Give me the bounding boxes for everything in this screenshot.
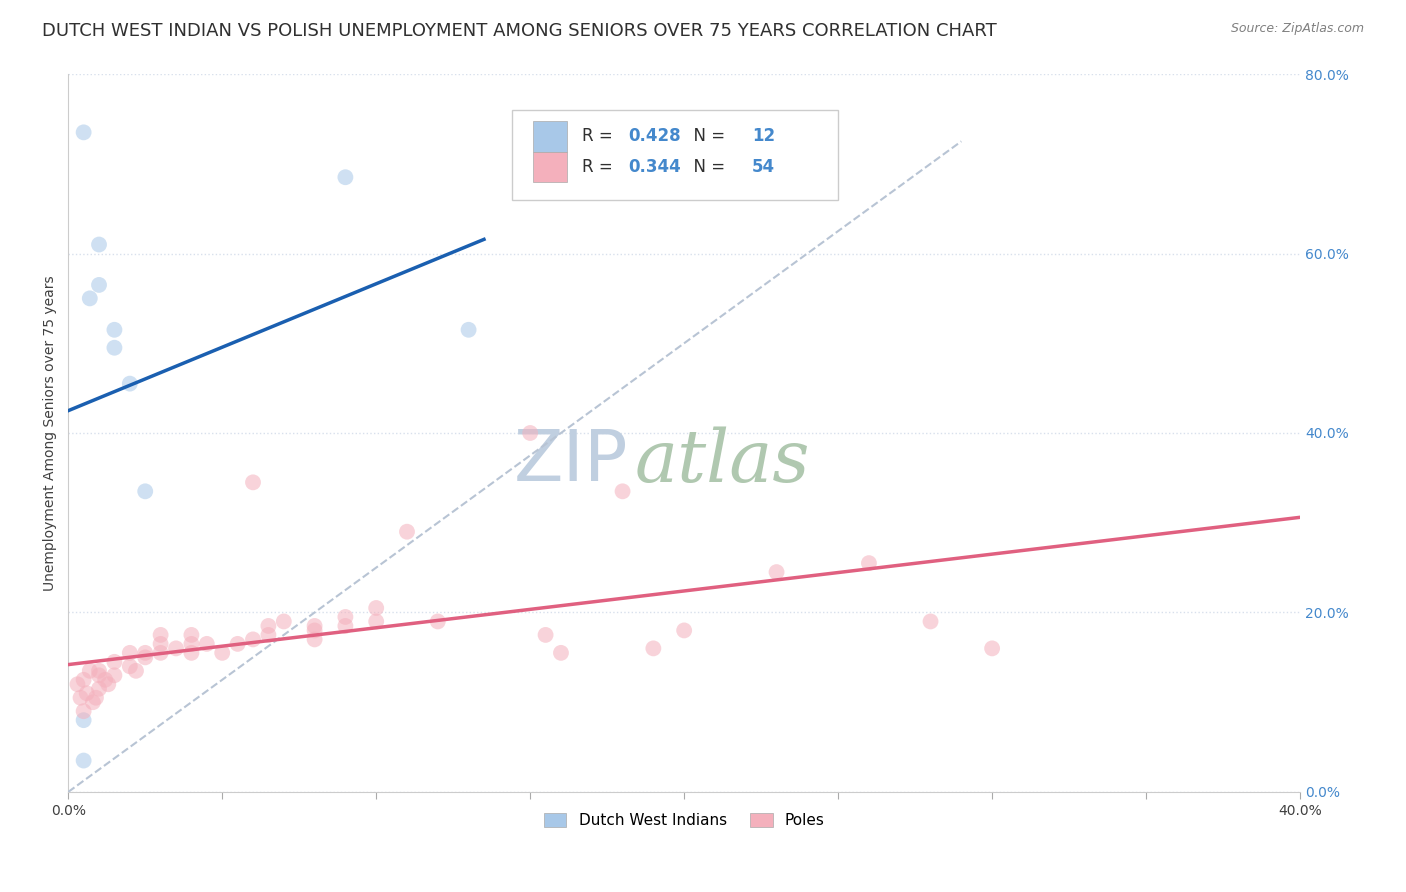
Point <box>97 677 120 691</box>
Point <box>195 637 218 651</box>
Point <box>134 646 156 660</box>
Point <box>366 615 388 629</box>
Point <box>87 277 110 292</box>
Point <box>550 646 572 660</box>
Text: DUTCH WEST INDIAN VS POLISH UNEMPLOYMENT AMONG SENIORS OVER 75 YEARS CORRELATION: DUTCH WEST INDIAN VS POLISH UNEMPLOYMENT… <box>42 22 997 40</box>
Point <box>335 170 357 185</box>
Text: R =: R = <box>582 159 617 177</box>
Point <box>335 610 357 624</box>
Text: N =: N = <box>683 159 730 177</box>
Point <box>981 641 1004 656</box>
Point <box>149 628 172 642</box>
Point <box>103 668 125 682</box>
Point <box>103 323 125 337</box>
Point <box>125 664 148 678</box>
Point <box>180 646 202 660</box>
Point <box>242 632 264 647</box>
Point <box>149 646 172 660</box>
Point <box>94 673 117 687</box>
Point <box>211 646 233 660</box>
Point <box>69 690 91 705</box>
Point <box>72 673 94 687</box>
Point <box>118 659 141 673</box>
Point <box>72 754 94 768</box>
Text: ZIP: ZIP <box>515 427 628 496</box>
FancyBboxPatch shape <box>512 110 838 200</box>
Point <box>134 650 156 665</box>
Bar <box>533 153 567 183</box>
Point <box>426 615 449 629</box>
Point <box>273 615 295 629</box>
Point <box>87 237 110 252</box>
Text: atlas: atlas <box>636 426 810 497</box>
Y-axis label: Unemployment Among Seniors over 75 years: Unemployment Among Seniors over 75 years <box>44 275 58 591</box>
Point <box>87 664 110 678</box>
Point <box>72 125 94 139</box>
Point <box>643 641 665 656</box>
Point <box>920 615 942 629</box>
Point <box>304 624 326 638</box>
Point <box>519 425 541 440</box>
Text: 12: 12 <box>752 128 775 145</box>
Point <box>72 704 94 718</box>
Point <box>257 619 280 633</box>
Text: N =: N = <box>683 128 730 145</box>
Point <box>180 637 202 651</box>
Point <box>226 637 249 651</box>
Point <box>534 628 557 642</box>
Point <box>66 677 89 691</box>
Point <box>335 619 357 633</box>
Point <box>304 619 326 633</box>
Point <box>118 376 141 391</box>
Point <box>366 601 388 615</box>
Point <box>76 686 98 700</box>
Text: Source: ZipAtlas.com: Source: ZipAtlas.com <box>1230 22 1364 36</box>
Bar <box>533 121 567 152</box>
Point <box>103 655 125 669</box>
Point <box>134 484 156 499</box>
Point <box>858 556 880 570</box>
Point <box>72 713 94 727</box>
Point <box>304 632 326 647</box>
Point <box>82 695 104 709</box>
Point <box>673 624 696 638</box>
Point <box>79 292 101 306</box>
Text: 0.344: 0.344 <box>628 159 682 177</box>
Point <box>765 565 787 579</box>
Legend: Dutch West Indians, Poles: Dutch West Indians, Poles <box>537 807 831 835</box>
Point <box>180 628 202 642</box>
Point <box>118 646 141 660</box>
Point <box>612 484 634 499</box>
Point <box>79 664 101 678</box>
Point <box>87 668 110 682</box>
Point <box>84 690 107 705</box>
Point <box>242 475 264 490</box>
Point <box>165 641 187 656</box>
Point <box>395 524 418 539</box>
Text: 54: 54 <box>752 159 775 177</box>
Point <box>257 628 280 642</box>
Text: R =: R = <box>582 128 617 145</box>
Point <box>457 323 479 337</box>
Point <box>103 341 125 355</box>
Text: 0.428: 0.428 <box>628 128 682 145</box>
Point <box>149 637 172 651</box>
Point <box>87 681 110 696</box>
